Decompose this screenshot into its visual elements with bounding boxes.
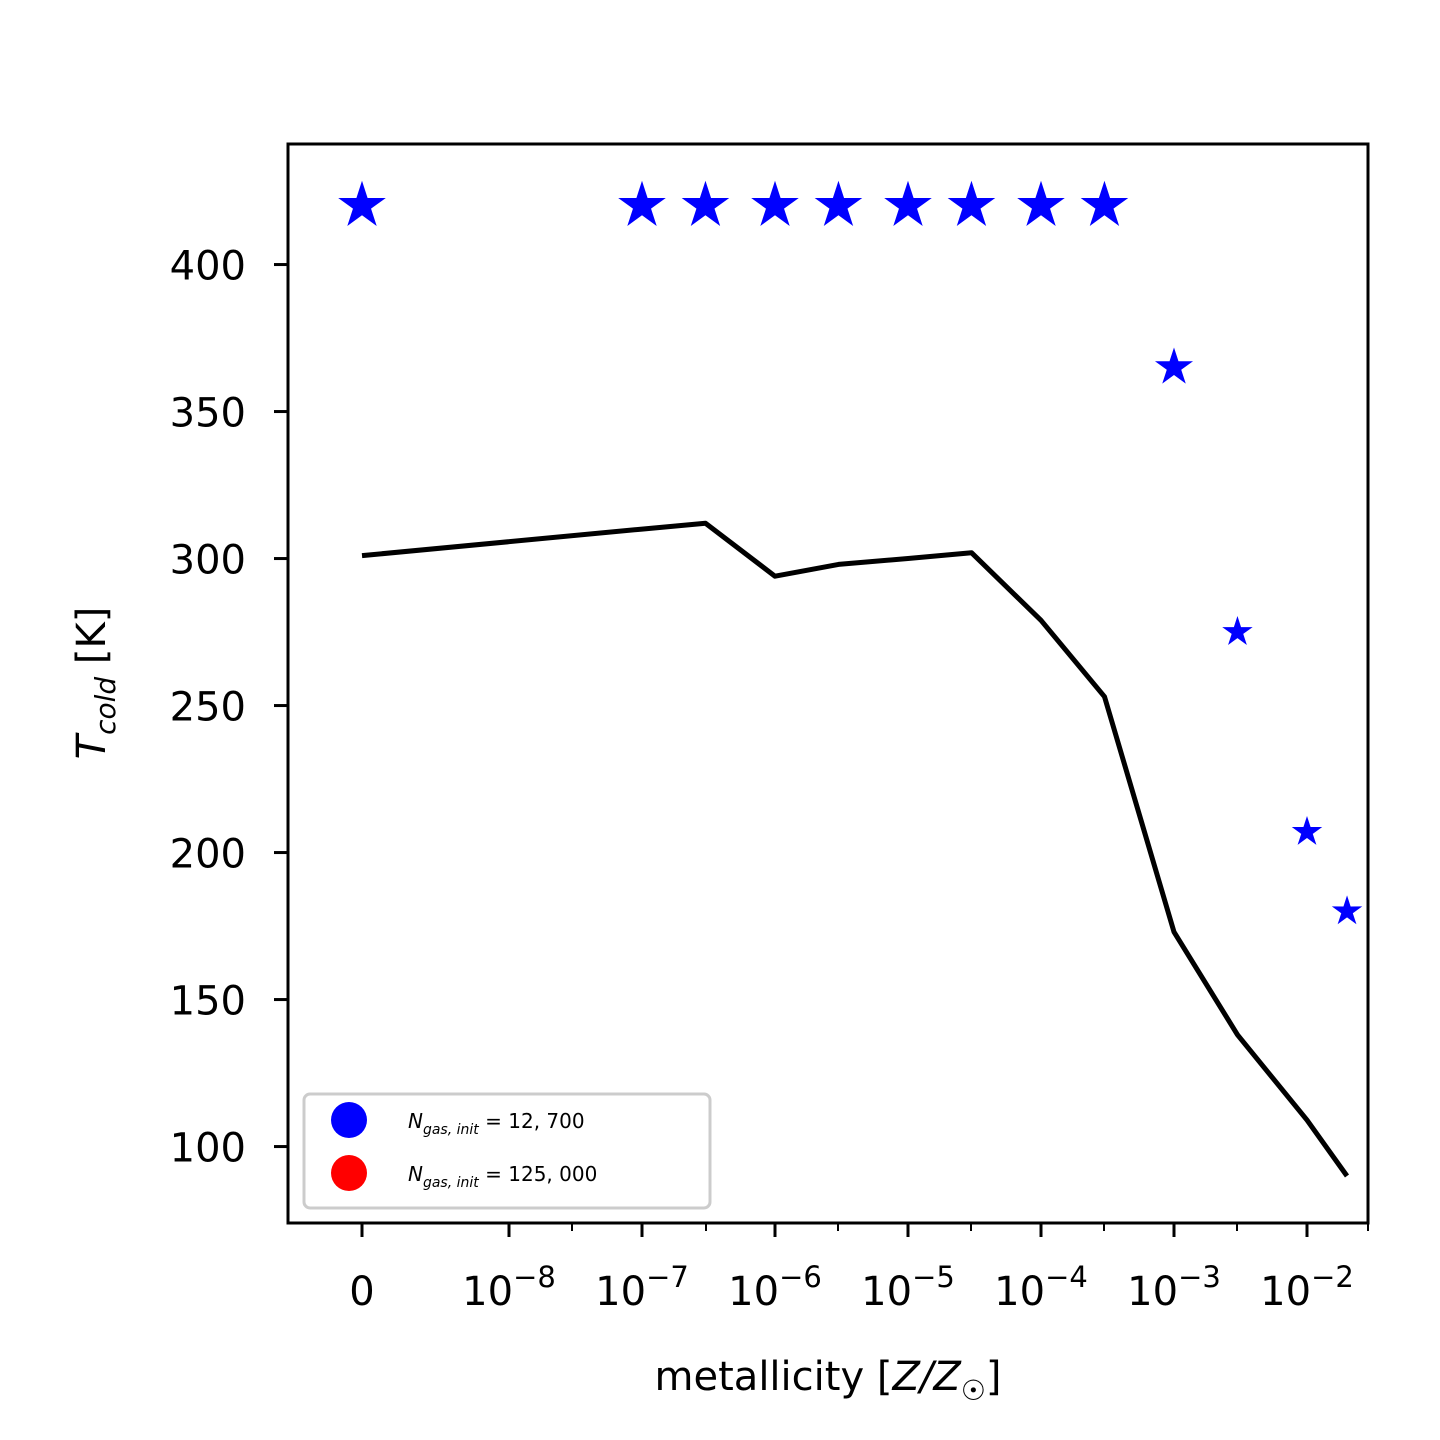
- y-tick-label: 150: [170, 979, 246, 1025]
- y-tick-label: 400: [170, 244, 246, 290]
- y-tick-label: 250: [170, 685, 246, 731]
- legend-entry: Ngas, init = 125, 000: [408, 1162, 597, 1191]
- x-tick-label: 0: [349, 1269, 374, 1315]
- data-point: [751, 180, 799, 226]
- data-point: [618, 180, 666, 226]
- y-tick-label: 100: [170, 1126, 246, 1172]
- x-axis: 0 10−8 10−7 10−6 10−5 10−4 10−3 10−2: [349, 1223, 1369, 1315]
- data-point: [884, 180, 932, 226]
- data-point: [1080, 180, 1129, 226]
- data-point: [681, 180, 730, 226]
- data-point: [1291, 815, 1323, 845]
- y-tick-label: 200: [170, 832, 246, 878]
- plot-frame: [286, 142, 1370, 1225]
- legend-box: [302, 1092, 712, 1210]
- y-axis: 100 150 200 250 300 350 400: [170, 244, 288, 1172]
- x-tick-label: 10−3: [1127, 1260, 1221, 1315]
- x-tick-label: 10−5: [861, 1260, 955, 1315]
- data-point: [947, 180, 996, 226]
- series-line: [361, 520, 1350, 1178]
- y-axis-label: Tcold [K]: [69, 607, 122, 760]
- y-tick-label: 300: [170, 538, 246, 584]
- x-tick-label: 10−6: [728, 1260, 822, 1315]
- data-point: [1331, 895, 1363, 925]
- x-tick-label: 10−2: [1260, 1260, 1354, 1315]
- x-tick-label: 10−4: [994, 1260, 1088, 1315]
- data-point: [814, 180, 863, 226]
- plot-area: [338, 180, 1363, 1178]
- x-axis-label: metallicity [Z/Z☉]: [655, 1354, 1002, 1407]
- legend-entry: Ngas, init = 12, 700: [408, 1109, 585, 1138]
- x-tick-label: 10−8: [462, 1260, 556, 1315]
- legend-marker: [331, 1102, 367, 1138]
- data-point: [1017, 180, 1065, 226]
- y-tick-label: 350: [170, 391, 246, 437]
- legend: Ngas, init = 12, 700 Ngas, init = 125, 00…: [302, 1092, 712, 1210]
- x-tick-label: 10−7: [595, 1260, 689, 1315]
- data-point: [1154, 347, 1194, 384]
- data-point: [1222, 616, 1253, 645]
- legend-marker: [331, 1155, 367, 1191]
- data-point: [338, 180, 386, 226]
